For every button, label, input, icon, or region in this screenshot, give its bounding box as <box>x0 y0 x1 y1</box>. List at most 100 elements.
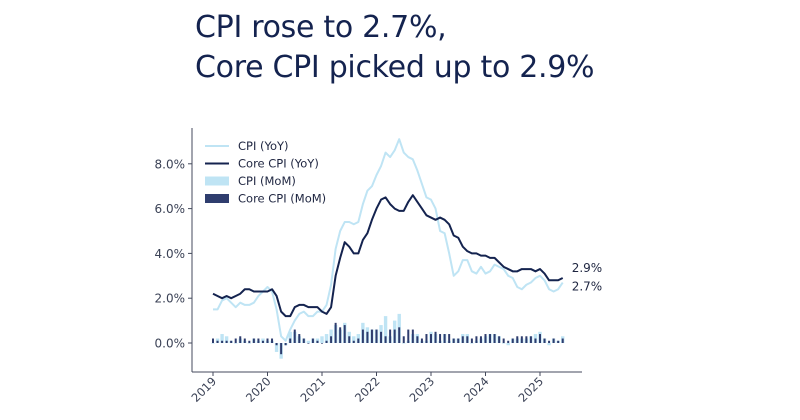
core-mom-bar <box>493 334 496 343</box>
core-mom-bar <box>529 336 532 343</box>
core-mom-bar <box>434 331 437 343</box>
core-mom-bar <box>548 340 551 343</box>
core-mom-bar <box>470 338 473 343</box>
cpi-mom-bar <box>320 336 324 343</box>
core-mom-bar <box>298 334 301 343</box>
core-mom-bar <box>361 329 364 343</box>
core-cpi-yoy-line <box>212 194 564 318</box>
core-mom-bar <box>234 338 237 343</box>
core-mom-bar <box>484 334 487 343</box>
core-mom-bar <box>357 338 360 343</box>
core-mom-bar <box>425 334 428 343</box>
x-tick-label: 2022 <box>352 374 383 405</box>
core-mom-bar <box>284 343 287 346</box>
x-tick-label: 2019 <box>189 374 220 405</box>
x-tick-label: 2023 <box>407 374 438 405</box>
y-tick-label: 4.0% <box>155 247 186 261</box>
core-mom-bar <box>293 329 296 343</box>
cpi-mom-bar <box>224 336 229 343</box>
core-mom-bar <box>479 336 482 343</box>
y-tick-label: 0.0% <box>155 337 186 351</box>
core-mom-bar <box>407 329 410 343</box>
core-mom-bar <box>411 329 414 343</box>
x-tick-label: 2020 <box>243 374 274 405</box>
core-mom-bar <box>448 334 451 343</box>
core-mom-bar <box>243 338 246 343</box>
core-mom-bar <box>539 334 541 343</box>
cpi-mom-bar <box>306 340 311 343</box>
core-mom-bar <box>239 336 242 343</box>
core-mom-bar <box>416 336 419 343</box>
x-tick-label: 2025 <box>516 374 547 405</box>
core-mom-bar <box>375 329 378 343</box>
core-mom-bar <box>561 338 564 343</box>
core-mom-bar <box>498 336 501 343</box>
cpi-mom-bar <box>547 343 551 346</box>
core-mom-bar <box>370 329 373 343</box>
cpi-mom-bar <box>220 334 224 343</box>
y-tick-label: 8.0% <box>155 157 186 171</box>
legend-swatch-core-cpi-mom <box>205 194 229 203</box>
core-mom-bar <box>543 338 546 343</box>
cpi-yoy-line <box>213 138 564 342</box>
core-mom-bar <box>334 322 337 343</box>
core-mom-bar <box>302 338 305 343</box>
core-mom-bar <box>525 336 528 343</box>
core-mom-bar <box>502 338 505 343</box>
core-mom-bar <box>321 343 323 344</box>
cpi-mom-bar <box>470 343 474 344</box>
y-tick-label: 2.0% <box>155 292 186 306</box>
core-mom-bar <box>230 340 233 343</box>
cpi-mom-bar <box>274 343 279 352</box>
core-mom-bar <box>266 338 269 343</box>
cpi-mom-bar <box>247 343 252 344</box>
cpi-mom-bar <box>288 331 292 343</box>
core-mom-bar <box>380 331 383 343</box>
core-mom-bar <box>466 336 469 343</box>
core-mom-bar <box>461 336 464 343</box>
cpi-mom-bar <box>501 343 506 344</box>
cpi-mom-bar <box>324 334 329 343</box>
core-mom-bar <box>225 340 228 343</box>
core-mom-bar <box>330 336 333 343</box>
legend-label-cpi-mom: CPI (MoM) <box>238 174 296 188</box>
legend-label-core-cpi-yoy: Core CPI (YoY) <box>238 157 319 171</box>
core-mom-bar <box>271 338 274 343</box>
core-mom-bar <box>511 338 514 343</box>
cpi-mom-bar <box>211 343 215 344</box>
core-mom-bar <box>534 338 537 343</box>
end-label-cpi-yoy: 2.7% <box>572 280 603 294</box>
core-mom-bar <box>430 334 432 343</box>
core-mom-bar <box>325 340 328 343</box>
core-mom-bar <box>275 343 278 346</box>
core-mom-bar <box>557 340 560 343</box>
core-mom-bar <box>289 338 292 343</box>
core-mom-bar <box>389 329 392 343</box>
headline: CPI rose to 2.7%, Core CPI picked up to … <box>195 8 595 88</box>
core-mom-bar <box>520 336 523 343</box>
core-mom-bar <box>212 338 214 343</box>
core-mom-bar <box>439 334 442 343</box>
end-label-core-cpi-yoy: 2.9% <box>572 261 603 275</box>
cpi-mom-bar <box>234 343 238 344</box>
core-mom-bar <box>384 336 387 343</box>
cpi-mom-bar <box>402 343 406 344</box>
core-mom-bar <box>420 338 423 343</box>
headline-line-2: Core CPI picked up to 2.9% <box>195 50 595 85</box>
core-mom-bar <box>307 343 310 344</box>
core-mom-bar <box>352 340 355 343</box>
legend-swatch-cpi-mom <box>205 176 229 186</box>
cpi-mom-bar <box>352 336 356 343</box>
core-mom-bar <box>339 327 342 343</box>
core-mom-bar <box>221 340 224 343</box>
cpi-mom-bar <box>506 343 510 346</box>
legend-label-cpi-yoy: CPI (YoY) <box>238 139 289 153</box>
core-mom-bar <box>248 340 251 343</box>
core-mom-bar <box>311 338 314 343</box>
core-mom-bar <box>343 325 346 343</box>
x-tick-label: 2021 <box>298 374 329 405</box>
core-mom-bar <box>398 327 401 343</box>
cpi-mom-bar <box>383 316 388 343</box>
core-mom-bar <box>316 340 319 343</box>
